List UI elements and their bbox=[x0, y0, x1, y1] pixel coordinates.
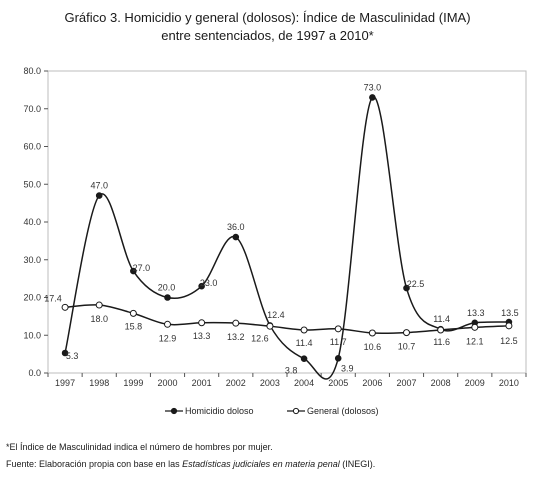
x-tick-label: 2008 bbox=[431, 378, 451, 388]
data-label-1: 23.0 bbox=[200, 278, 218, 288]
data-point-2 bbox=[368, 329, 376, 337]
x-tick-label: 2002 bbox=[226, 378, 246, 388]
data-label-1: 3.9 bbox=[341, 363, 354, 373]
data-label-1: 22.5 bbox=[407, 279, 425, 289]
data-point-2 bbox=[232, 319, 240, 327]
data-label-1: 5.3 bbox=[66, 351, 79, 361]
x-tick-label: 2007 bbox=[396, 378, 416, 388]
legend-marker-1 bbox=[170, 407, 178, 415]
data-point-1 bbox=[198, 282, 205, 290]
data-label-2: 13.2 bbox=[227, 332, 245, 342]
y-tick-label: 0.0 bbox=[28, 368, 41, 378]
x-tick-label: 2009 bbox=[465, 378, 485, 388]
data-point-1 bbox=[334, 354, 342, 362]
y-tick-label: 80.0 bbox=[23, 66, 41, 76]
x-tick-label: 1997 bbox=[55, 378, 75, 388]
y-tick-label: 40.0 bbox=[23, 217, 41, 227]
data-label-1: 11.6 bbox=[433, 337, 450, 347]
data-point-2 bbox=[505, 322, 513, 330]
data-point-2 bbox=[95, 301, 103, 309]
data-label-1: 47.0 bbox=[90, 181, 108, 191]
x-tick-label: 2004 bbox=[294, 378, 314, 388]
data-point-1 bbox=[61, 349, 69, 357]
x-tick-label: 2001 bbox=[192, 378, 212, 388]
data-label-2: 12.1 bbox=[466, 336, 484, 346]
data-label-2: 11.4 bbox=[296, 338, 313, 348]
footnote: *El Índice de Masculinidad indica el núm… bbox=[6, 442, 273, 452]
x-tick-label: 2010 bbox=[499, 378, 519, 388]
x-tick-label: 1999 bbox=[123, 378, 143, 388]
data-point-1 bbox=[369, 94, 376, 101]
data-point-1 bbox=[403, 284, 410, 292]
chart-title-line-2: entre sentenciados, de 1997 a 2010* bbox=[161, 28, 374, 43]
data-point-2 bbox=[61, 303, 69, 311]
x-tick-label: 2003 bbox=[260, 378, 280, 388]
data-point-1 bbox=[232, 233, 240, 241]
data-label-1: 27.0 bbox=[133, 263, 151, 273]
legend-marker-2 bbox=[292, 407, 300, 415]
data-label-2: 12.4 bbox=[267, 310, 285, 320]
source-note: Fuente: Elaboración propia con base en l… bbox=[6, 458, 375, 470]
data-label-2: 12.9 bbox=[159, 333, 177, 343]
y-tick-label: 20.0 bbox=[23, 293, 41, 303]
line-chart: 0.0 10.0 20.0 30.0 40.0 50.0 60.0 70.0 80.0 1997 1… bbox=[23, 66, 527, 416]
chart-title-line-1: Gráfico 3. Homicidio y general (dolosos)… bbox=[64, 10, 471, 25]
data-label-2: 13.3 bbox=[193, 331, 211, 341]
x-tick-label: 2005 bbox=[328, 378, 348, 388]
data-point-2 bbox=[198, 319, 206, 327]
data-point-2 bbox=[129, 309, 137, 317]
data-point-1 bbox=[300, 355, 308, 362]
x-tick-label: 1998 bbox=[89, 378, 109, 388]
y-tick-label: 70.0 bbox=[23, 104, 41, 114]
data-label-2: 17.4 bbox=[44, 293, 62, 303]
data-label-1: 36.0 bbox=[227, 222, 245, 232]
data-label-1: 13.5 bbox=[501, 308, 519, 318]
data-point-2 bbox=[437, 326, 445, 334]
data-point-2 bbox=[164, 320, 171, 328]
x-tick-label: 2000 bbox=[157, 378, 177, 388]
data-point-1 bbox=[95, 192, 103, 199]
x-tick-label: 2006 bbox=[362, 378, 382, 388]
source-suffix: (INEGI). bbox=[339, 459, 376, 469]
data-point-2 bbox=[471, 323, 479, 331]
legend-label-2: General (dolosos) bbox=[307, 406, 379, 416]
data-label-2: 18.0 bbox=[90, 314, 108, 324]
data-point-2 bbox=[334, 325, 342, 333]
data-label-2: 12.5 bbox=[500, 336, 518, 346]
data-label-2: 11.7 bbox=[330, 337, 347, 347]
data-label-2: 10.6 bbox=[364, 342, 382, 352]
y-tick-label: 60.0 bbox=[23, 142, 41, 152]
data-point-2 bbox=[300, 326, 308, 334]
data-label-2: 10.7 bbox=[398, 342, 416, 352]
data-point-2 bbox=[403, 329, 410, 337]
data-label-1: 73.0 bbox=[364, 82, 382, 92]
source-prefix: Fuente: Elaboración propia con base en l… bbox=[6, 459, 183, 469]
data-label-1: 13.3 bbox=[467, 308, 485, 318]
data-label-2: 15.8 bbox=[125, 321, 143, 331]
data-label-1: 12.6 bbox=[251, 333, 269, 343]
y-tick-label: 10.0 bbox=[23, 330, 41, 340]
data-label-1: 20.0 bbox=[158, 283, 176, 293]
data-point-1 bbox=[164, 294, 171, 301]
y-tick-label: 30.0 bbox=[23, 255, 41, 265]
data-point-1 bbox=[130, 267, 137, 275]
data-point-2 bbox=[266, 322, 274, 330]
y-tick-label: 50.0 bbox=[23, 179, 41, 189]
data-label-2: 11.4 bbox=[433, 314, 450, 324]
legend-label-1: Homicidio doloso bbox=[185, 406, 254, 416]
data-label-1: 3.8 bbox=[285, 366, 298, 376]
source-italic: Estadísticas judiciales en materia penal bbox=[182, 459, 340, 469]
